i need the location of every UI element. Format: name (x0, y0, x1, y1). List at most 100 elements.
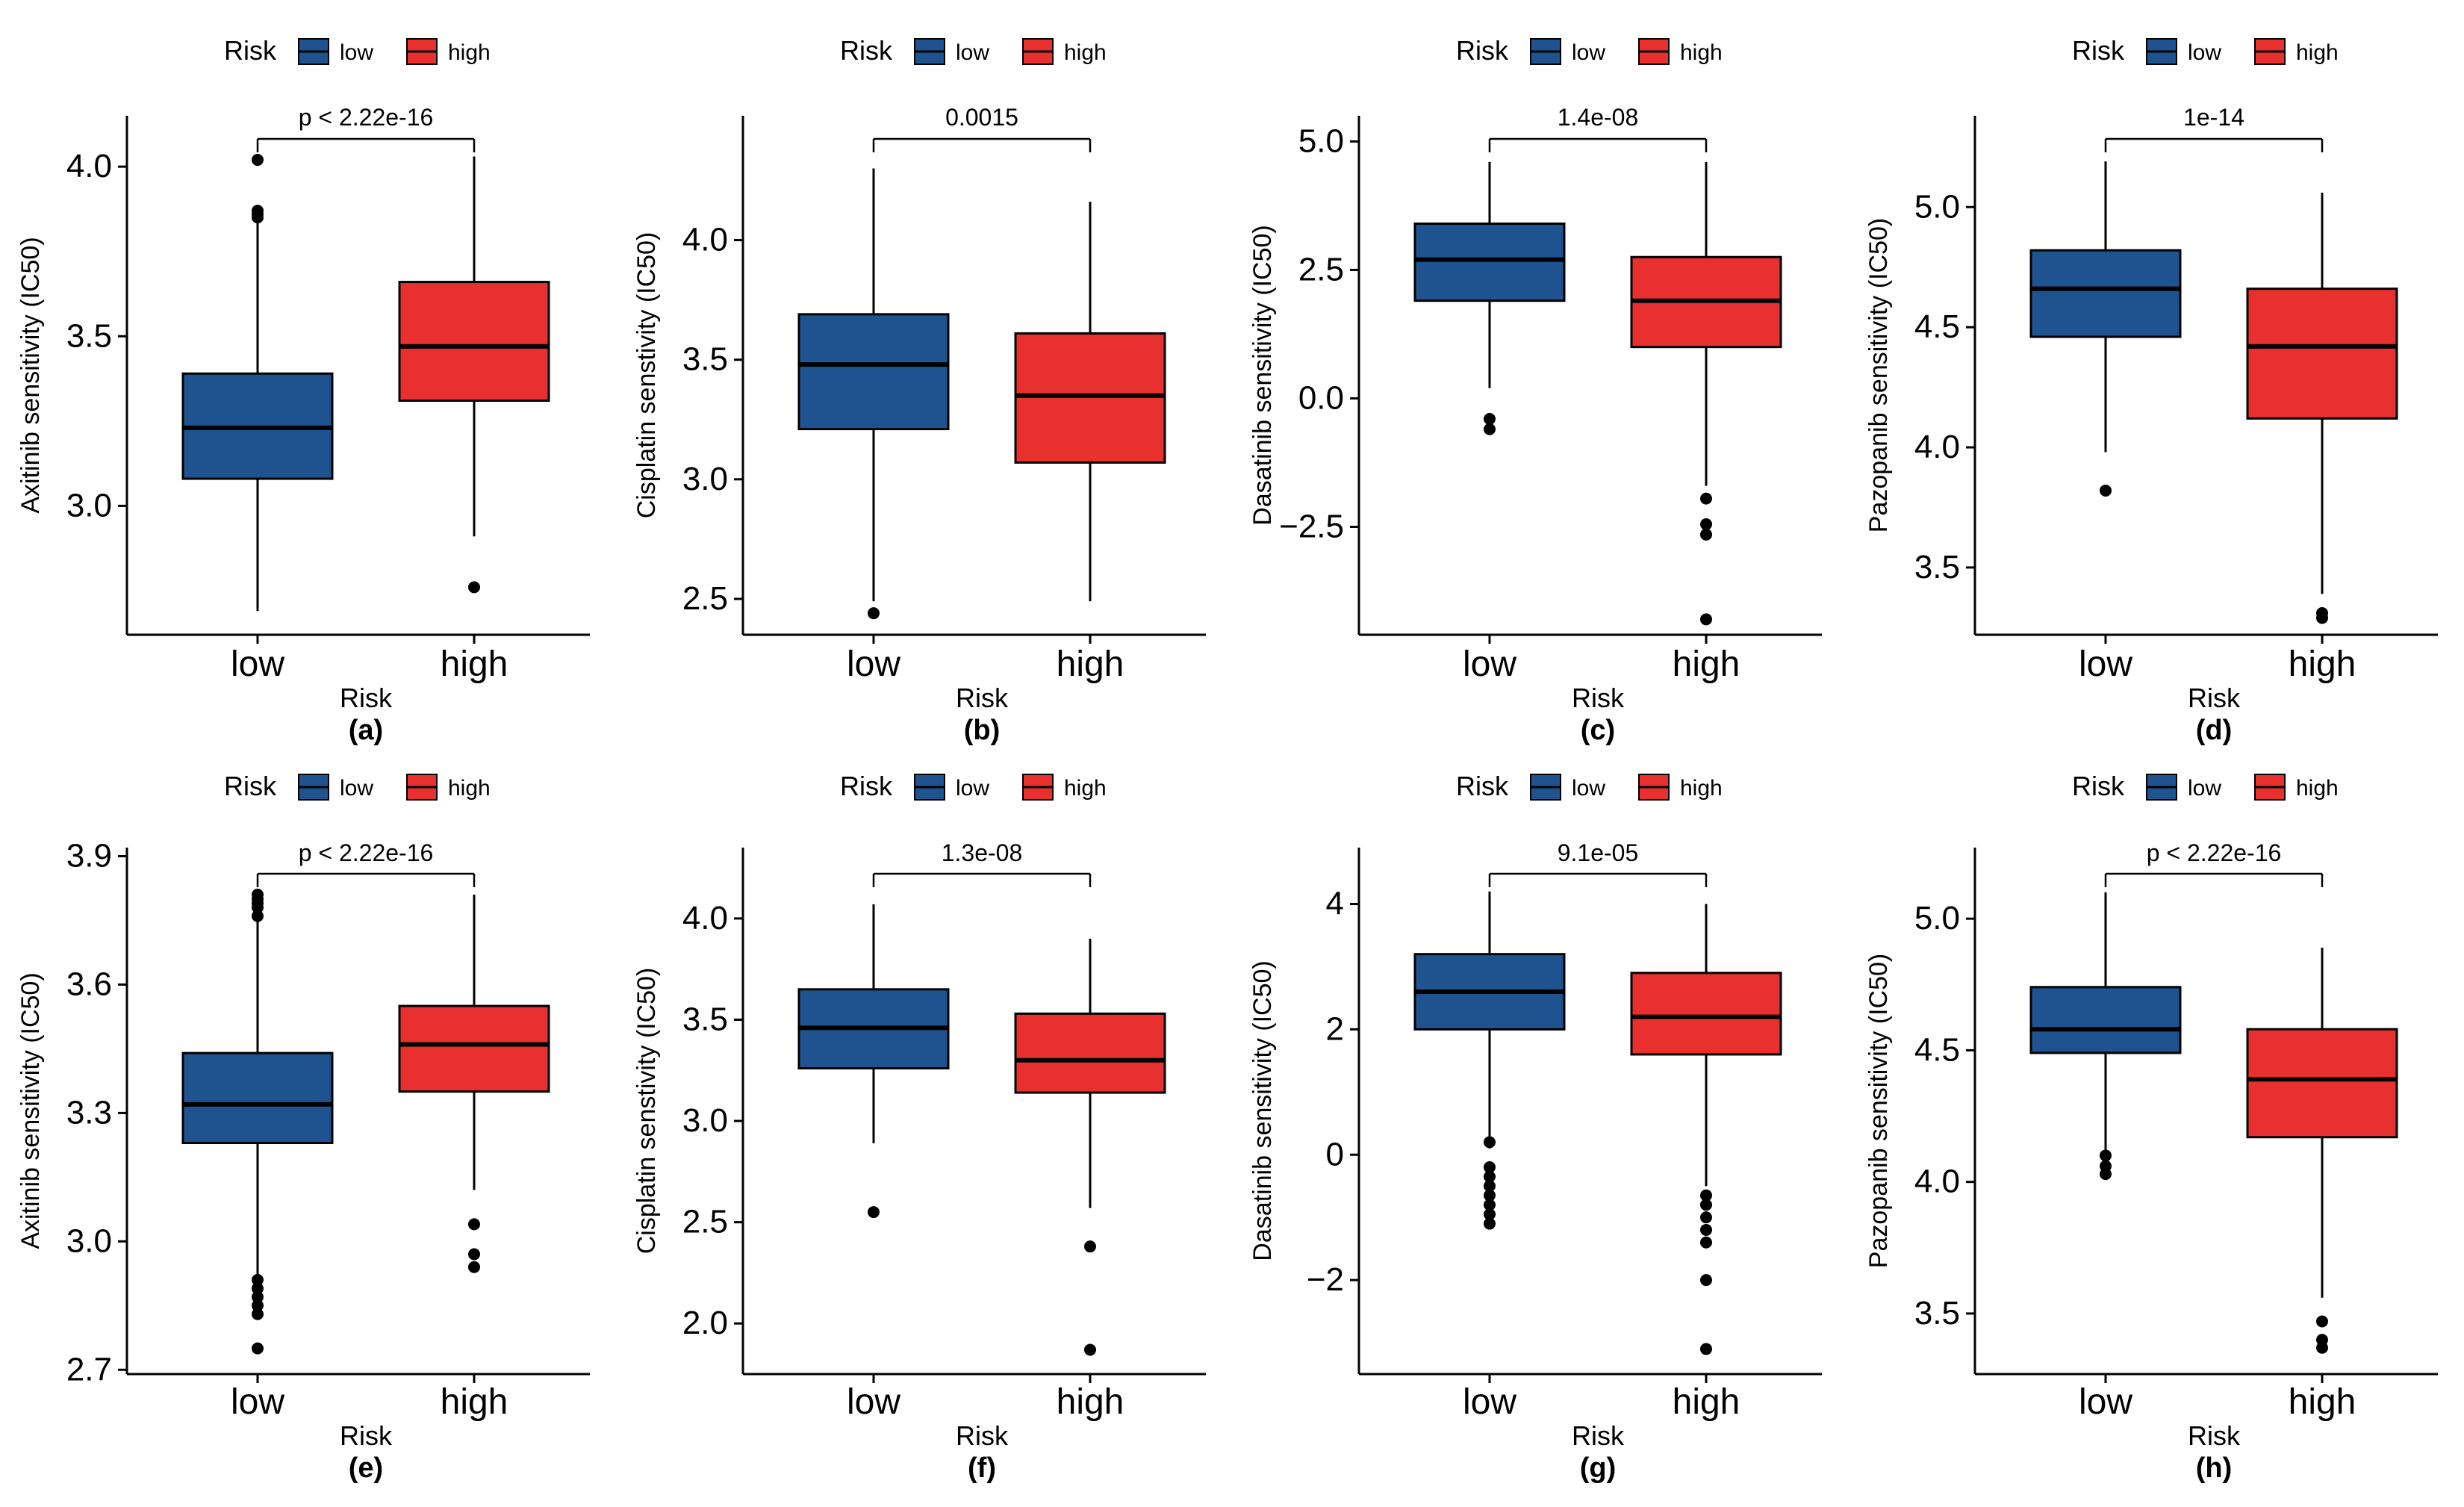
legend-title: Risk (2072, 771, 2125, 801)
x-tick-label-high: high (1673, 644, 1740, 684)
box-low (797, 904, 950, 1219)
y-axis-title: Cisplatin senstivity (IC50) (632, 968, 661, 1255)
legend-title: Risk (224, 35, 277, 66)
box-high (1630, 904, 1782, 1355)
y-tick-label: 4.0 (1914, 429, 1960, 465)
x-tick-label-low: low (847, 644, 900, 684)
x-tick-label-high: high (1057, 644, 1124, 684)
box-low (2029, 892, 2182, 1181)
y-axis-title: Axitinib sensitivity (IC50) (16, 972, 45, 1249)
legend: Risk low high (2072, 35, 2339, 66)
outlier-point (1484, 1189, 1496, 1202)
legend-label-high: high (1064, 40, 1107, 65)
legend-label-high: high (2296, 40, 2339, 65)
y-tick-label: 3.5 (682, 341, 728, 378)
p-value-label: p < 2.22e-16 (299, 104, 434, 131)
legend-label-low: low (956, 40, 989, 65)
outlier-point (1700, 1189, 1712, 1202)
outlier-point (468, 1218, 480, 1231)
y-tick-label: −2 (1307, 1261, 1344, 1298)
y-tick-label: 3.9 (66, 837, 112, 874)
significance-bracket: 1e-14 (2104, 104, 2324, 152)
box-iqr (1630, 972, 1782, 1056)
y-tick-label: 0 (1326, 1136, 1344, 1172)
x-tick-label-low: low (231, 644, 284, 684)
y-tick-label: 3.0 (66, 1222, 112, 1259)
y-tick-label: 2.7 (66, 1351, 112, 1388)
outlier-point (2316, 1334, 2328, 1346)
outlier-point (252, 1342, 264, 1355)
x-tick-label-high: high (441, 644, 508, 684)
y-tick-label: 4.0 (682, 222, 728, 258)
x-axis-title: Risk (1572, 683, 1625, 713)
legend-title: Risk (224, 771, 277, 801)
outlier-point (252, 889, 264, 901)
outlier-point (252, 910, 264, 922)
outlier-point (868, 607, 880, 620)
x-tick-label-low: low (847, 1382, 900, 1422)
box-low (1413, 161, 1566, 435)
box-low (2029, 161, 2182, 497)
box-iqr (2246, 1028, 2398, 1139)
box-high (1014, 939, 1166, 1356)
box-high (1630, 161, 1782, 626)
outlier-point (1484, 1180, 1496, 1193)
y-tick-label: 2.0 (682, 1305, 728, 1341)
box-iqr (1014, 332, 1166, 464)
p-value-label: 1.3e-08 (942, 839, 1023, 866)
y-tick-label: 4 (1326, 886, 1344, 922)
panel-label: (h) (2196, 1452, 2233, 1484)
y-tick-label: 3.5 (682, 1001, 728, 1037)
x-axis-title: Risk (2188, 1420, 2241, 1451)
x-tick-label-high: high (441, 1382, 508, 1422)
x-axis-title: Risk (2188, 683, 2241, 713)
legend: Risk low high (1456, 35, 1723, 66)
box-iqr (1413, 223, 1566, 302)
significance-bracket: p < 2.22e-16 (2104, 839, 2324, 887)
y-tick-label: 3.0 (682, 461, 728, 497)
y-axis-title: Pazopanib sensitivity (IC50) (1864, 954, 1893, 1268)
legend: Risk low high (224, 35, 491, 66)
y-tick-label: 2 (1326, 1010, 1344, 1047)
outlier-point (1700, 528, 1712, 541)
x-tick-label-low: low (231, 1382, 284, 1422)
significance-bracket: 9.1e-05 (1488, 839, 1708, 887)
box-low (181, 154, 334, 612)
chart-panel-e: Risk low high 2.7 3.0 3.3 3.6 3.9 Axitinib sensi… (16, 771, 590, 1484)
outlier-point (1084, 1343, 1096, 1356)
x-tick-label-low: low (2079, 1382, 2132, 1422)
outlier-point (2316, 1315, 2328, 1328)
legend-label-high: high (2296, 776, 2339, 801)
outlier-point (1084, 1240, 1096, 1253)
y-tick-label: 3.0 (66, 487, 112, 523)
x-axis-title: Risk (1572, 1420, 1625, 1451)
y-tick-label: 5.0 (1914, 188, 1960, 225)
outlier-point (252, 1273, 264, 1286)
outlier-point (1700, 1236, 1712, 1249)
y-tick-label: 4.0 (66, 148, 112, 184)
chart-panel-c: Risk low high −2.5 0.0 2.5 5.0 Dasatinib sensit… (1248, 35, 1822, 746)
y-axis-title: Pazopanib sensitivity (IC50) (1864, 218, 1893, 532)
significance-bracket: 1.3e-08 (872, 839, 1092, 887)
y-axis-title: Dasatinib sensitivity (IC50) (1248, 960, 1277, 1261)
chart-panel-a: Risk low high 3.0 3.5 4.0 Axitinib sensitivity… (16, 35, 590, 746)
box-iqr (797, 313, 950, 431)
panel-label: (f) (968, 1452, 996, 1484)
panel-label: (d) (2196, 715, 2233, 746)
p-value-label: p < 2.22e-16 (2147, 839, 2282, 866)
legend-label-high: high (448, 776, 491, 801)
outlier-point (1484, 1136, 1496, 1149)
significance-bracket: 1.4e-08 (1488, 104, 1708, 152)
outlier-point (2100, 1149, 2112, 1162)
outlier-point (252, 1299, 264, 1312)
y-tick-label: 2.5 (682, 1204, 728, 1240)
legend-label-high: high (1680, 776, 1723, 801)
x-axis-title: Risk (956, 1420, 1009, 1451)
outlier-point (1700, 1223, 1712, 1236)
box-low (1413, 891, 1566, 1230)
panel-label: (a) (349, 715, 383, 746)
y-tick-label: −2.5 (1279, 508, 1344, 544)
y-tick-label: 2.5 (682, 580, 728, 617)
y-tick-label: 3.5 (66, 317, 112, 354)
